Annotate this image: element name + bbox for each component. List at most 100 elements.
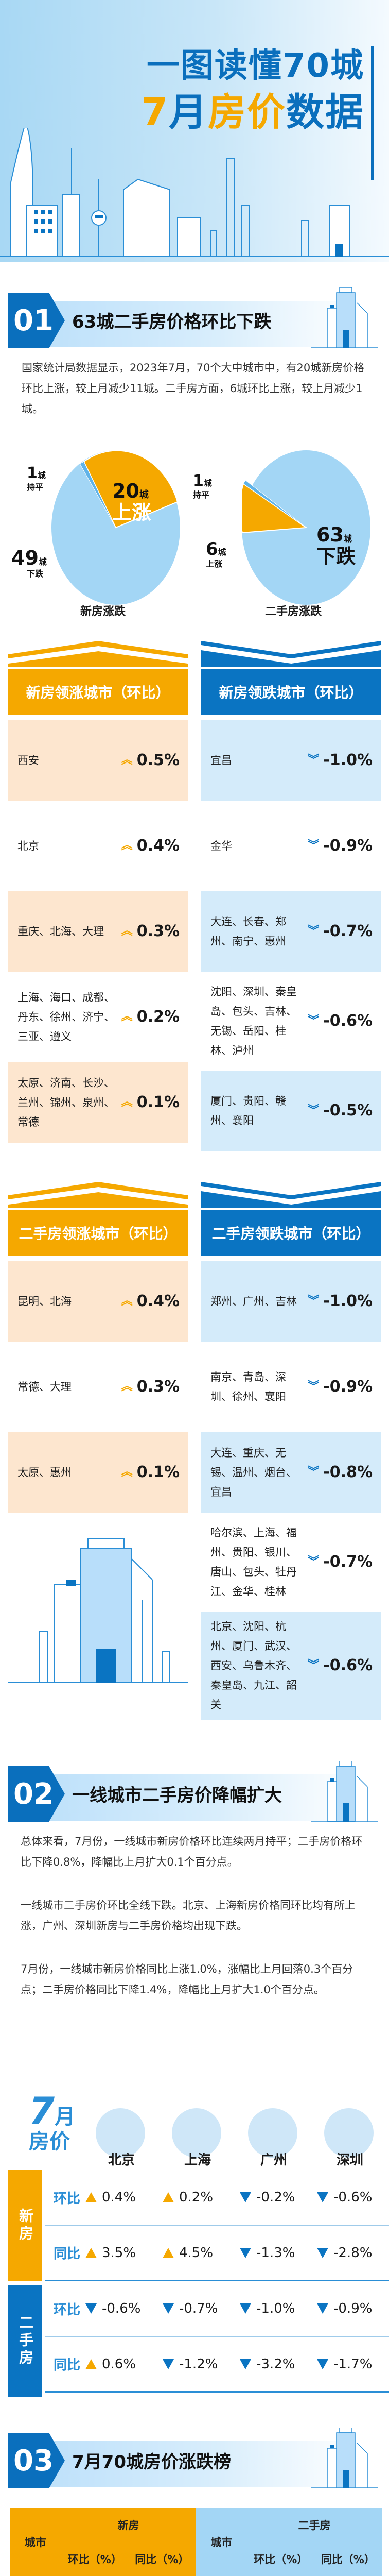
col-city: 城市 [195, 2508, 247, 2576]
roof-up-decoration [8, 1182, 188, 1208]
rank-row: 常德、大理 ︽ 0.3% [17, 1378, 180, 1396]
roof-down-decoration [201, 1182, 381, 1208]
pie-new-up-label: 20城 上涨 [112, 480, 152, 524]
tier1-second-block: 二手房 环比 -0.6% -0.7% -1.0% -0.9% 同比 0.6% -… [8, 2281, 389, 2397]
double-up-arrow-icon: ︽ [121, 839, 133, 852]
rank-row: 金华 ︾ -0.9% [210, 837, 373, 855]
second-home-rankings: 二手房领涨城市（环比） 昆明、北海 ︽ 0.4% 常德、大理 ︽ 0.3% 太原、惠州 ︽… [0, 1182, 389, 1720]
pie-chart-new [51, 450, 180, 605]
section-title: 7月70城房价涨跌榜 [72, 2452, 231, 2472]
up-triangle-icon [163, 2192, 174, 2202]
section-2-paragraph: 一线城市二手房价环比全线下跌。北京、上海新房价格同环比均有所上涨，广州、深圳新房… [21, 1899, 356, 1932]
col-city: 城市 [9, 2508, 62, 2576]
tier-row: 同比 0.6% -1.2% -3.2% -1.7% [45, 2337, 389, 2393]
col-new-mom: 环比（%） [61, 2542, 129, 2576]
double-down-arrow-icon: ︾ [308, 754, 320, 767]
down-triangle-icon [240, 2192, 251, 2202]
rank-row: 重庆、北海、大理 ︽ 0.3% [8, 891, 188, 972]
double-down-arrow-icon: ︾ [308, 1014, 320, 1027]
roof-up-decoration [8, 641, 188, 667]
second-down-column: 二手房领跌城市（环比） 郑州、广州、吉林 ︾ -1.0% 南京、青岛、深圳、徐州、襄… [201, 1182, 381, 1720]
rank-row: 厦门、贵阳、赣州、襄阳 ︾ -0.5% [201, 1071, 381, 1151]
section-2-paragraph: 7月份，一线城市新房价格同比上涨1.0%，涨幅比上月回落0.3个百分点；二手房价… [21, 1963, 353, 1996]
hero-title-line1: 一图读懂70城 [146, 47, 364, 85]
city-name: 深圳 [336, 2153, 363, 2168]
rank-row: 北京、沈阳、杭州、厦门、武汉、西安、乌鲁木齐、秦皇岛、九江、韶关 ︾ -0.6% [201, 1612, 381, 1720]
double-down-arrow-icon: ︾ [308, 839, 320, 852]
pie-new-flat-label: 1城 持平 [27, 464, 46, 492]
header-band [8, 301, 360, 347]
header-band [8, 1774, 360, 1821]
hero-title-line2: 7月房价数据 [142, 87, 365, 138]
rank-row: 北京 ︽ 0.4% [17, 837, 180, 855]
rank-row: 沈阳、深圳、秦皇岛、包头、吉林、无锡、岳阳、桂林、泸州 ︾ -0.6% [210, 986, 373, 1057]
new-up-column: 新房领涨城市（环比） 西安 ︽ 0.5% 北京 ︽ 0.4% 重庆、北海、大理 ︽ 0.3%… [8, 641, 188, 1151]
double-up-arrow-icon: ︽ [121, 1010, 133, 1023]
rank-row: 宜昌 ︾ -1.0% [201, 720, 381, 801]
section-1: 01 63城二手房价格环比下跌 国家统计局数据显示，2023年7月，70个大中城… [0, 287, 389, 1720]
col-new: 新房 [61, 2508, 196, 2542]
down-triangle-icon [240, 2303, 251, 2314]
new-down-header: 新房领跌城市（环比） [201, 669, 381, 715]
down-triangle-icon [317, 2247, 328, 2258]
pie-second-homes [239, 450, 376, 605]
pie-second-up-label: 6城 上涨 [206, 539, 226, 569]
guangzhou-landmark-icon [248, 2093, 299, 2160]
building-illustration [8, 1538, 188, 1683]
second-up-header: 二手房领涨城市（环比） [8, 1210, 188, 1256]
section-header: 01 63城二手房价格环比下跌 [8, 287, 381, 349]
group-label-second: 二手房 [8, 2285, 42, 2397]
col-second-mom: 环比（%） [247, 2542, 315, 2576]
second-up-column: 二手房领涨城市（环比） 昆明、北海 ︽ 0.4% 常德、大理 ︽ 0.3% 太原、惠州 ︽… [8, 1182, 188, 1720]
col-new-yoy: 同比（%） [128, 2542, 196, 2576]
down-triangle-icon [240, 2247, 251, 2258]
double-down-arrow-icon: ︾ [308, 1380, 320, 1393]
col-second-yoy: 同比（%） [314, 2542, 382, 2576]
section-header: 02 一线城市二手房价降幅扩大 [8, 1761, 381, 1823]
double-up-arrow-icon: ︽ [121, 1096, 133, 1109]
beijing-landmark-icon [96, 2093, 147, 2160]
building-icon [311, 2428, 378, 2488]
rank-row: 大连、重庆、无锡、温州、烟台、宜昌 ︾ -0.8% [201, 1432, 381, 1513]
header-band [8, 2441, 360, 2487]
hero-title-part: 数据 [286, 90, 364, 134]
rank-row: 哈尔滨、上海、福州、贵阳、银川、唐山、包头、牡丹江、金华、桂林 ︾ -0.7% [210, 1527, 373, 1598]
double-down-arrow-icon: ︾ [308, 925, 320, 938]
double-up-arrow-icon: ︽ [121, 925, 133, 938]
double-down-arrow-icon: ︾ [308, 1466, 320, 1479]
pie-second-down-label: 63城 下跌 [316, 523, 356, 568]
up-triangle-icon [163, 2247, 174, 2258]
section-3: 03 7月70城房价涨跌榜 城市 新房 城市 二手房 环比（%） 同比（%） 环… [0, 2428, 389, 2576]
hero-title: 一图读懂70城 7月房价数据 [142, 45, 365, 138]
tier1-header: 7月 房价 北京 上海 广州 深圳 [8, 2021, 381, 2170]
pie-new-homes [51, 450, 185, 605]
down-triangle-icon [163, 2303, 174, 2314]
rank-row: 太原、济南、长沙、兰州、锦州、泉州、常德 ︽ 0.1% [8, 1062, 188, 1143]
rank-row: 南京、青岛、深圳、徐州、襄阳 ︾ -0.9% [210, 1371, 373, 1403]
pie-new-down-label: 49城 下跌 [11, 547, 47, 579]
section-header: 03 7月70城房价涨跌榜 [8, 2428, 381, 2489]
city-skyline-illustration [0, 128, 389, 257]
new-down-column: 新房领跌城市（环比） 宜昌 ︾ -1.0% 金华 ︾ -0.9% 大连、长春、郑州、南宁… [201, 641, 381, 1151]
new-home-rankings: 新房领涨城市（环比） 西安 ︽ 0.5% 北京 ︽ 0.4% 重庆、北海、大理 ︽ 0.3%… [0, 641, 389, 1151]
tier-row: 环比 -0.6% -0.7% -1.0% -0.9% [45, 2281, 389, 2337]
hero-title-part: 房价 [208, 90, 286, 134]
rank-row: 大连、长春、郑州、南宁、惠州 ︾ -0.7% [201, 891, 381, 972]
up-triangle-icon [85, 2359, 97, 2369]
section-1-paragraph: 国家统计局数据显示，2023年7月，70个大中城市中，有20城新房价格环比上涨，… [22, 362, 365, 415]
pie-second-flat-label: 1城 持平 [193, 472, 212, 500]
down-triangle-icon [163, 2359, 174, 2369]
rank-row: 太原、惠州 ︽ 0.1% [8, 1432, 188, 1513]
rank-row: 上海、海口、成都、丹东、徐州、济宁、三亚、遵义 ︽ 0.2% [17, 991, 180, 1043]
pie-charts: 20城 上涨 1城 持平 49城 下跌 新房涨跌 63城 下跌 1城 持平 6城 上涨 二手… [0, 425, 389, 625]
city-name: 北京 [108, 2153, 135, 2168]
tier-row: 同比 3.5% 4.5% -1.3% -2.8% [45, 2226, 389, 2281]
double-up-arrow-icon: ︽ [121, 1295, 133, 1308]
rank-row: 西安 ︽ 0.5% [8, 720, 188, 801]
july-price-mark: 7月 房价 [29, 2089, 76, 2154]
section-title: 一线城市二手房价降幅扩大 [72, 1785, 282, 1806]
group-label-new: 新房 [8, 2170, 42, 2281]
hero-title-part: 7 [141, 90, 169, 134]
shanghai-landmark-icon [172, 2093, 223, 2160]
shenzhen-landmark-icon [324, 2093, 376, 2160]
